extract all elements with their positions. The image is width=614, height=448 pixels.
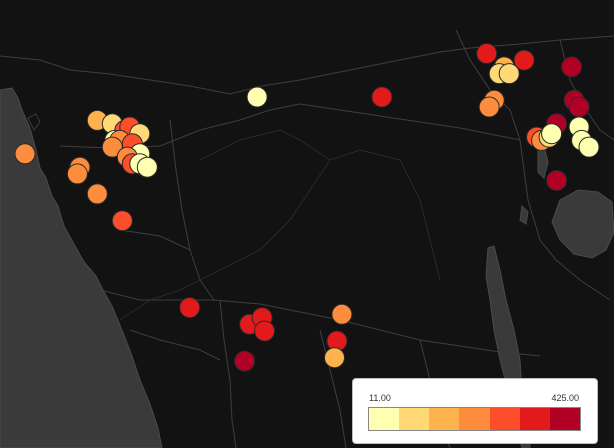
map-marker[interactable] <box>476 43 498 64</box>
island <box>27 113 41 131</box>
legend-min-label: 11.00 <box>369 393 391 403</box>
map-marker[interactable] <box>578 136 600 158</box>
map-marker[interactable] <box>66 163 88 185</box>
map-marker[interactable] <box>371 86 393 108</box>
legend-swatch-3 <box>459 408 490 430</box>
legend-swatch-2 <box>429 408 460 430</box>
map-marker[interactable] <box>478 96 500 118</box>
map-marker[interactable] <box>513 49 535 71</box>
map-marker[interactable] <box>234 350 256 372</box>
legend-swatch-5 <box>519 408 550 430</box>
map-marker[interactable] <box>179 297 201 319</box>
legend-swatch-1 <box>399 408 430 430</box>
map-marker[interactable] <box>331 303 353 325</box>
lake-kivu <box>519 204 529 225</box>
map-marker[interactable] <box>111 210 133 232</box>
legend-swatch-6 <box>549 408 580 430</box>
map-marker[interactable] <box>546 170 568 191</box>
map-marker[interactable] <box>136 156 158 178</box>
map-marker[interactable] <box>14 143 36 165</box>
lake-victoria <box>551 189 614 259</box>
map-marker[interactable] <box>568 96 590 118</box>
rivers <box>119 129 441 321</box>
legend-color-bar <box>368 407 581 431</box>
color-legend: 11.00 425.00 <box>352 378 598 444</box>
map-marker[interactable] <box>324 347 345 369</box>
map-marker[interactable] <box>498 63 520 85</box>
legend-swatch-0 <box>369 408 400 430</box>
map-marker[interactable] <box>561 56 583 78</box>
map-marker[interactable] <box>101 136 123 158</box>
map-marker[interactable] <box>541 123 563 145</box>
legend-max-label: 425.00 <box>551 393 579 403</box>
legend-swatch-4 <box>489 408 520 430</box>
atlantic-ocean-water <box>0 87 163 448</box>
map-marker[interactable] <box>246 86 268 108</box>
map-marker[interactable] <box>254 320 276 342</box>
map-marker[interactable] <box>86 183 108 205</box>
markers-layer <box>14 43 600 372</box>
